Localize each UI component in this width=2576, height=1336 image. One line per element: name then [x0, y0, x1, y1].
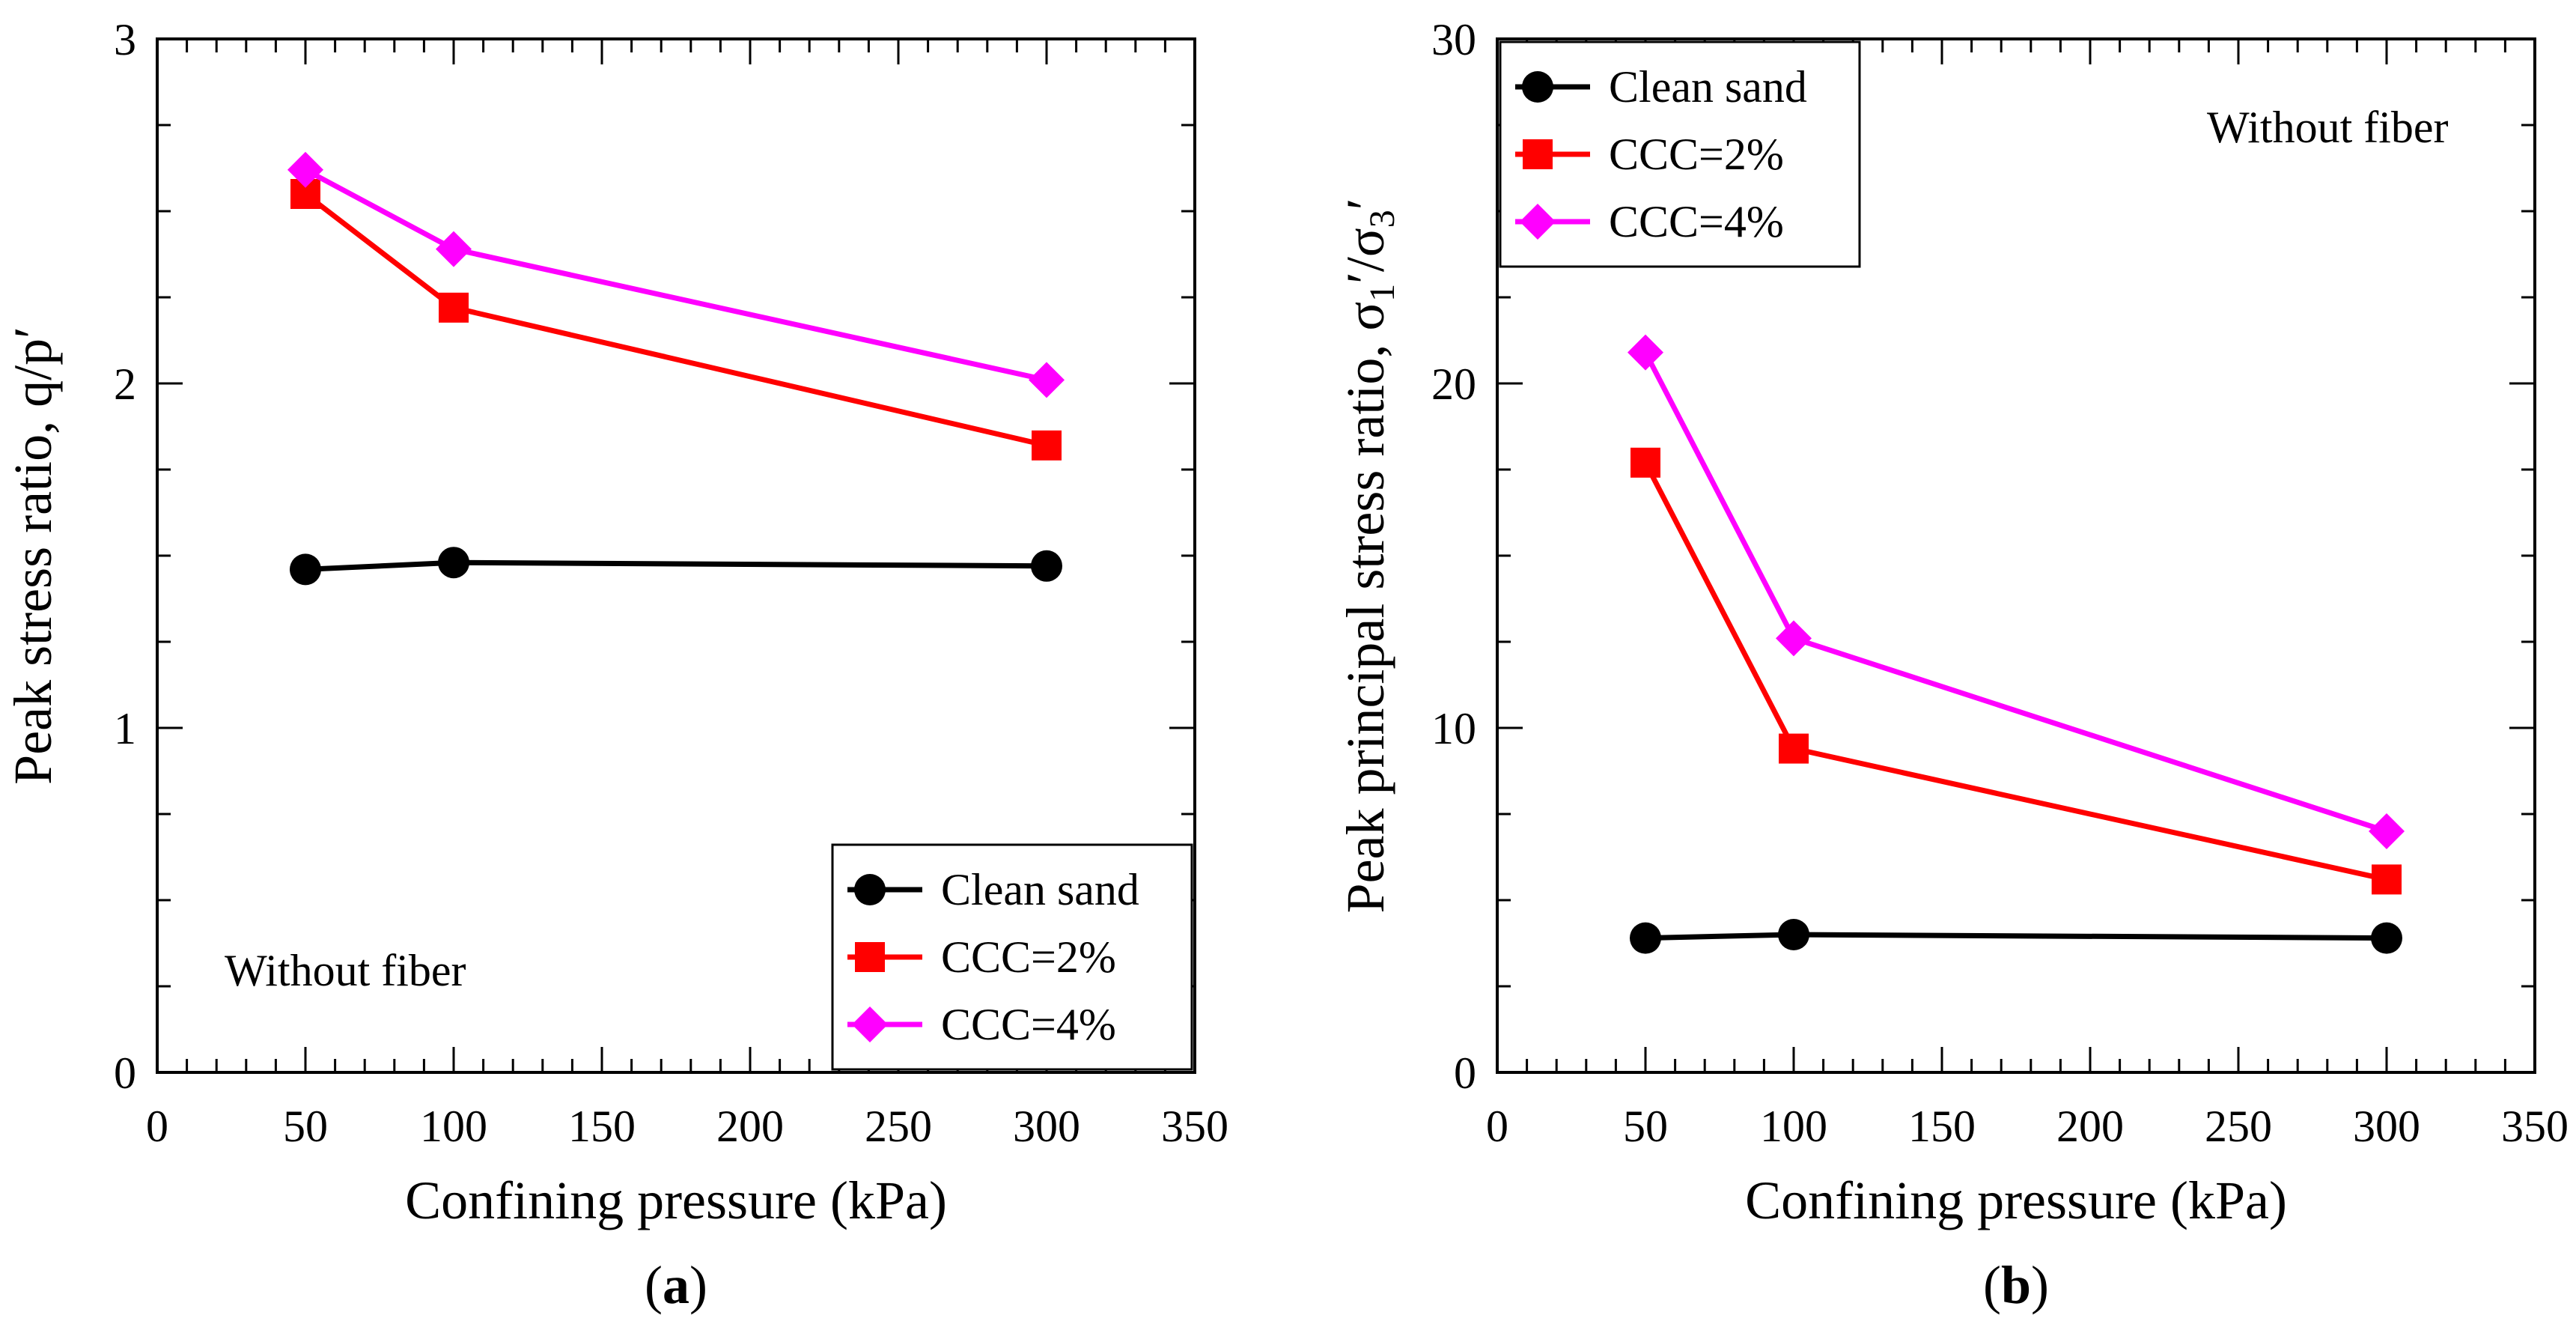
data-point-ccc-4: [1776, 620, 1812, 657]
y-axis-title: Peak principal stress ratio, σ1′/σ3′: [1336, 198, 1402, 914]
x-axis-title: Confining pressure (kPa): [405, 1170, 947, 1230]
legend-label: CCC=2%: [941, 932, 1116, 982]
chart-panel-b: 0 50 100 150 200 250 300 350 0 10 20 30 Confining p…: [1336, 15, 2569, 1315]
legend-marker-shape: [1523, 139, 1553, 169]
panel-label: (a): [645, 1255, 707, 1315]
plot-frame: [156, 37, 1196, 1074]
y-tick-label: 3: [114, 15, 136, 64]
legend-label: Clean sand: [941, 865, 1139, 914]
x-tick-label: 0: [146, 1102, 168, 1151]
data-point-ccc-2: [1630, 447, 1660, 478]
data-point-clean-sand: [438, 547, 469, 579]
data-point-ccc-4: [1029, 362, 1065, 398]
legend-entry-clean-sand: Clean sand: [847, 865, 1139, 914]
x-axis-title: Confining pressure (kPa): [1745, 1170, 2287, 1230]
legend-label: Clean sand: [1609, 62, 1807, 112]
x-tick-label: 150: [568, 1102, 636, 1151]
y-axis-title: Peak stress ratio, q/p′: [3, 327, 63, 785]
y-tick-label: 0: [114, 1048, 136, 1098]
y-tick-label: 20: [1431, 359, 1476, 409]
y-tick-label: 10: [1431, 704, 1476, 753]
data-point-ccc-2: [1779, 733, 1809, 764]
legend-marker-shape: [852, 1006, 888, 1042]
data-point-clean-sand: [290, 553, 321, 586]
x-tick-label: 100: [420, 1102, 487, 1151]
x-tick-label: 200: [2056, 1102, 2124, 1151]
legend-entry-ccc-2: CCC=2%: [1515, 130, 1784, 179]
x-tick-label: 50: [1623, 1102, 1668, 1151]
data-point-ccc-2: [2372, 864, 2402, 895]
legend-marker-square: [1523, 139, 1553, 169]
x-tick-label: 350: [1161, 1102, 1228, 1151]
legend-marker-shape: [855, 942, 885, 972]
legend-label: CCC=2%: [1609, 130, 1784, 179]
data-point-clean-sand: [1778, 919, 1809, 950]
y-tick-label: 1: [114, 704, 136, 753]
y-tick-label: 0: [1454, 1048, 1476, 1098]
data-point-ccc-4: [436, 231, 472, 267]
series-line-ccc-4: [1642, 350, 2388, 834]
plot-frame: [1496, 37, 2536, 1074]
annotation-without-fiber: Without fiber: [2207, 103, 2449, 152]
series-line-clean-sand: [1645, 932, 2387, 941]
legend-label: CCC=4%: [1609, 197, 1784, 246]
data-point-ccc-2: [1032, 430, 1062, 461]
legend-entry-clean-sand: Clean sand: [1515, 62, 1807, 112]
panel-label: (b): [1983, 1255, 2049, 1315]
legend-entry-ccc-2: CCC=2%: [847, 932, 1116, 982]
legend-entry-ccc-4: CCC=4%: [1515, 197, 1784, 246]
series-line-clean-sand: [305, 559, 1047, 572]
series-line-ccc-2: [1642, 461, 2387, 882]
legend: Clean sand CCC=2% CCC=4%: [831, 843, 1193, 1071]
legend-marker-shape: [1520, 204, 1556, 240]
y-tick-label: 30: [1431, 15, 1476, 64]
data-point-clean-sand: [1031, 550, 1062, 582]
x-tick-label: 350: [2501, 1102, 2569, 1151]
x-tick-label: 0: [1486, 1102, 1508, 1151]
data-point-ccc-4: [287, 151, 323, 188]
x-tick-label: 200: [716, 1102, 784, 1151]
series-line-ccc-4: [304, 167, 1047, 383]
data-point-ccc-4: [1627, 334, 1663, 371]
legend-marker-square: [855, 942, 885, 972]
legend-label: CCC=4%: [941, 1000, 1116, 1049]
x-tick-label: 300: [2353, 1102, 2420, 1151]
legend-marker-diamond: [852, 1006, 888, 1042]
legend-marker-diamond: [1520, 204, 1556, 240]
data-point-ccc-4: [2369, 813, 2405, 849]
legend-marker-shape: [854, 874, 886, 905]
legend-entry-ccc-4: CCC=4%: [847, 1000, 1116, 1049]
x-tick-label: 300: [1013, 1102, 1080, 1151]
x-tick-label: 50: [283, 1102, 328, 1151]
legend: Clean sand CCC=2% CCC=4%: [1499, 40, 1861, 268]
data-point-clean-sand: [2371, 922, 2402, 954]
annotation-without-fiber: Without fiber: [225, 946, 466, 995]
x-tick-label: 250: [865, 1102, 932, 1151]
legend-marker-circle: [1522, 71, 1553, 103]
y-tick-label: 2: [114, 359, 136, 409]
legend-marker-circle: [854, 874, 886, 905]
x-tick-label: 150: [1908, 1102, 1976, 1151]
data-point-clean-sand: [1630, 922, 1661, 954]
legend-marker-shape: [1522, 71, 1553, 103]
chart-panel-a: 0 50 100 150 200 250 300 350 0 1 2 3 Confining pres…: [3, 15, 1228, 1315]
data-point-ccc-2: [439, 292, 469, 323]
x-tick-label: 250: [2205, 1102, 2272, 1151]
x-tick-label: 100: [1760, 1102, 1827, 1151]
